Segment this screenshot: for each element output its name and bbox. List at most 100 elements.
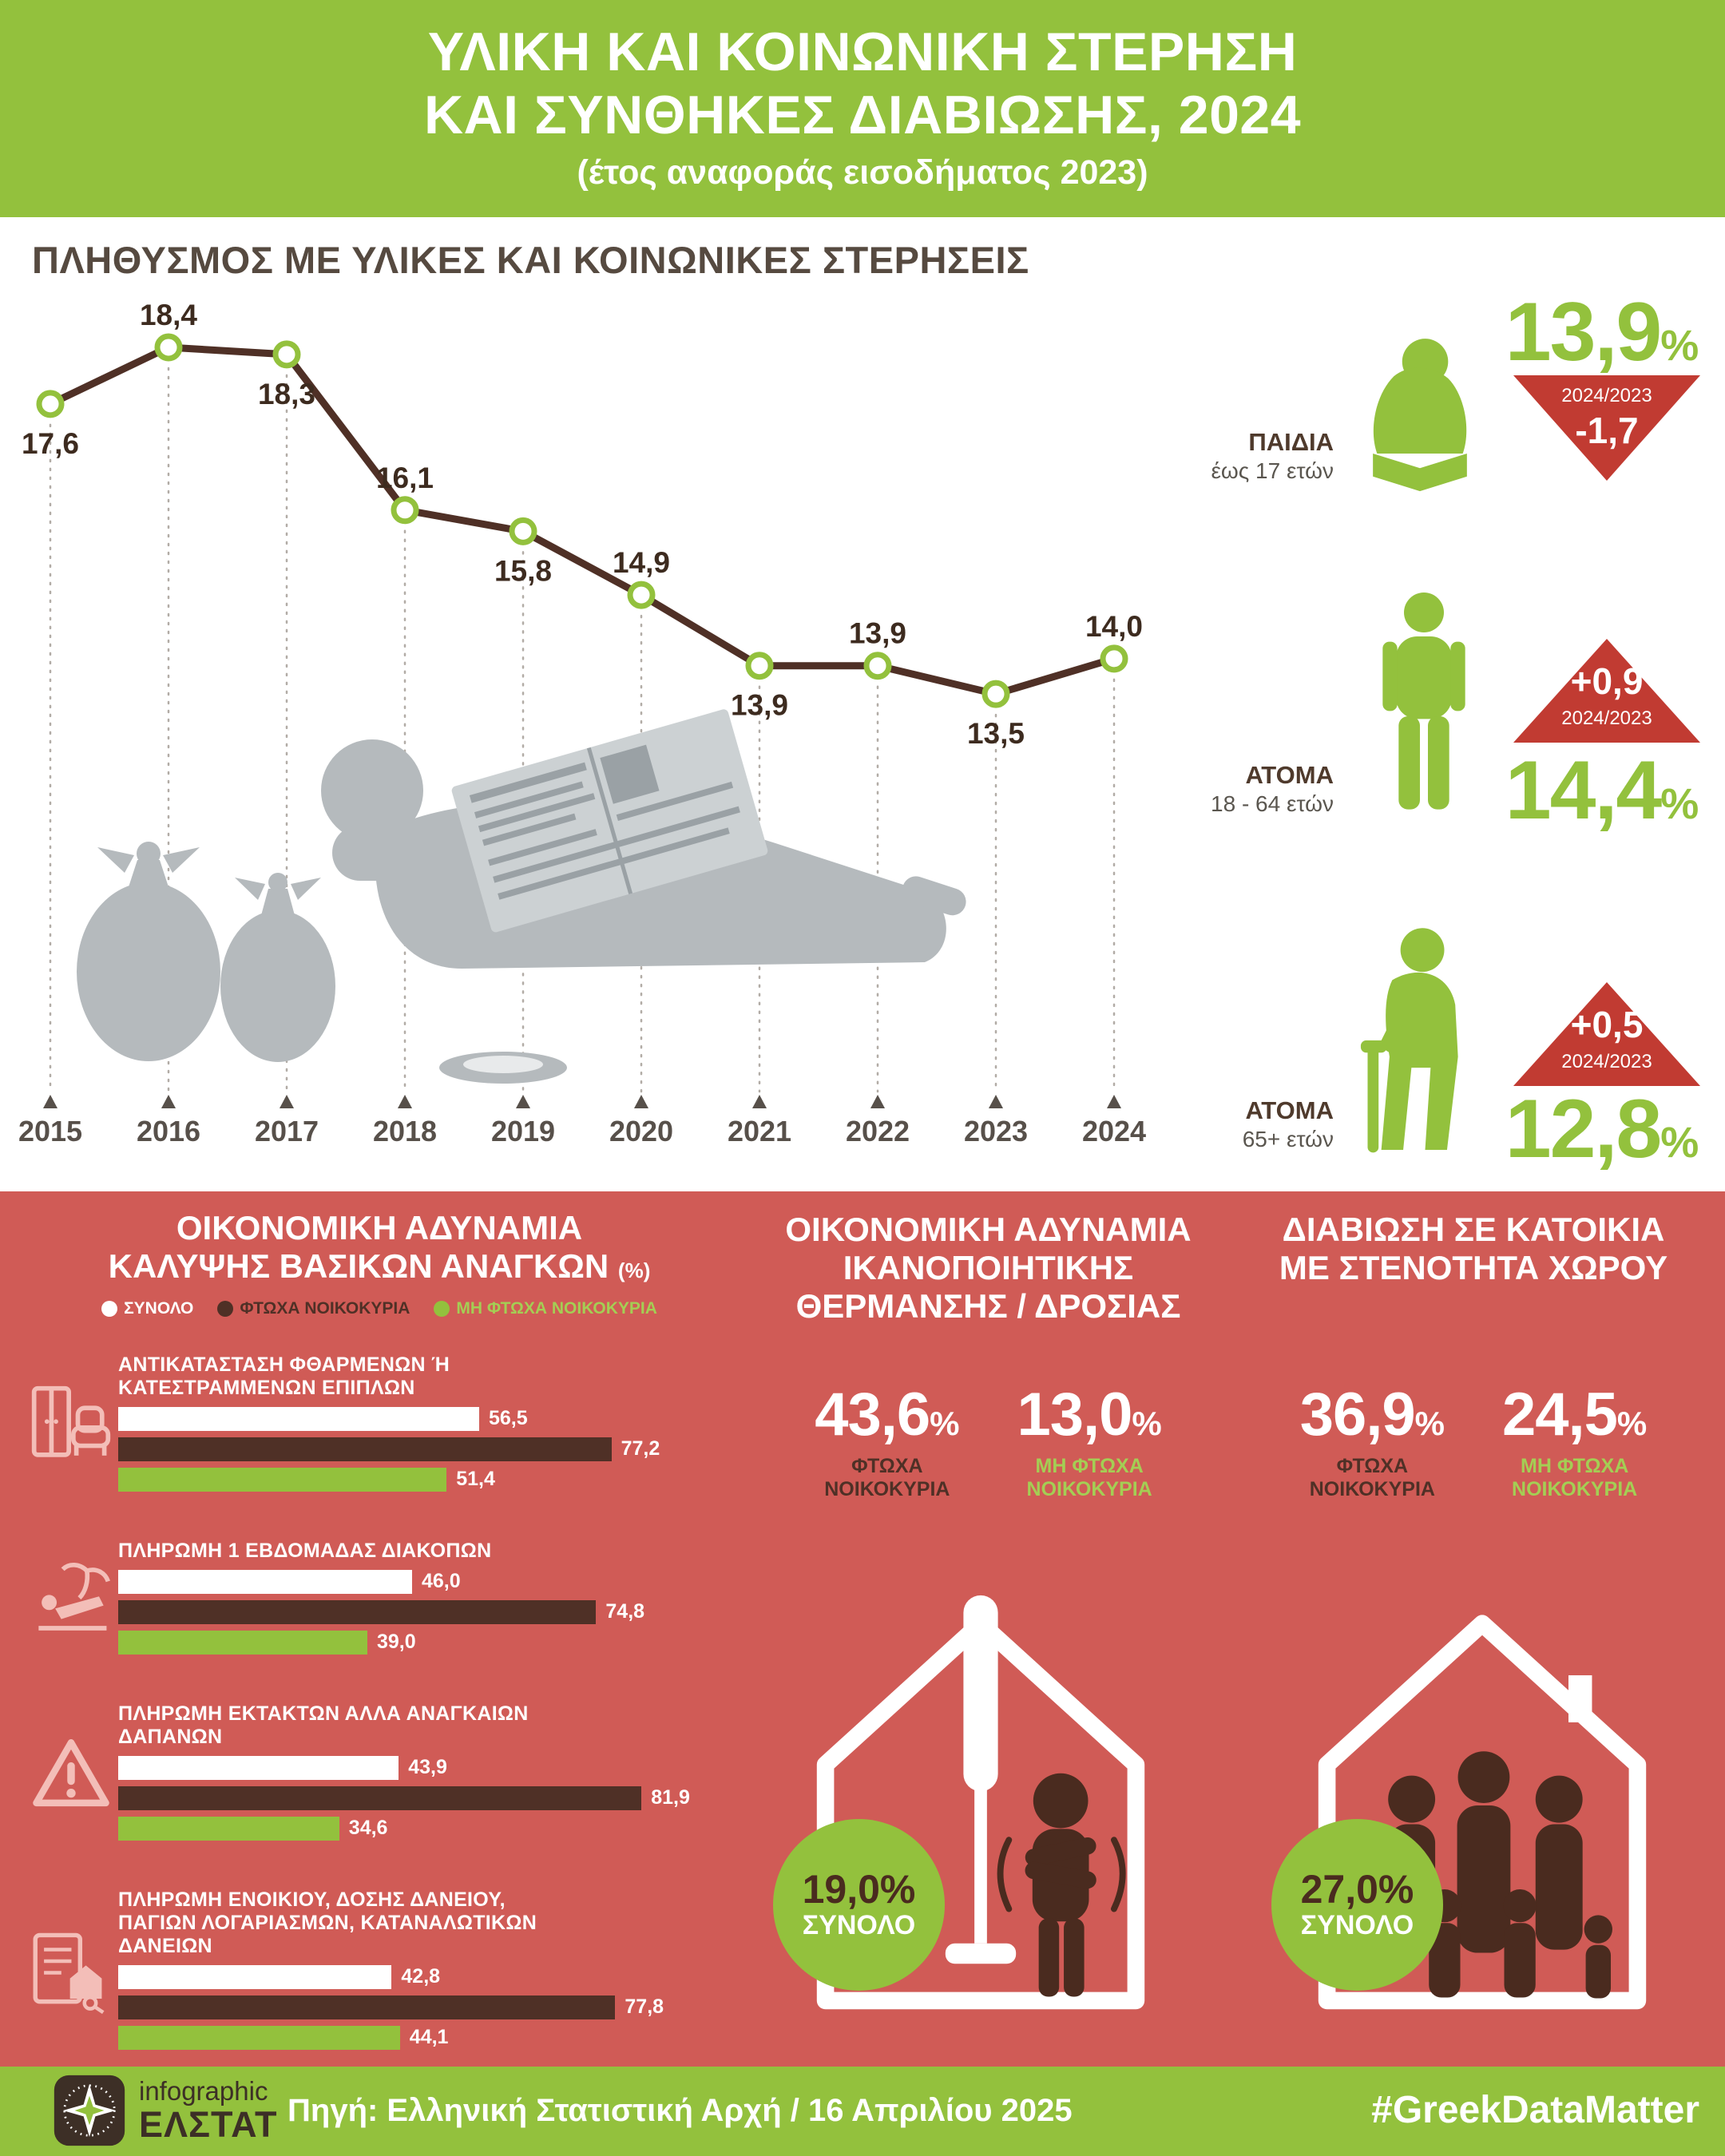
bar-value: 43,9 [408,1756,447,1779]
svg-text:13,9: 13,9 [849,617,906,650]
child-reading-icon [1352,329,1488,497]
bar-row-bar-poor: 74,8 [118,1599,735,1624]
overcrowding-stats: 36,9% ΦΤΩΧΑ ΝΟΙΚΟΚΥΡΙΑ 24,5% ΜΗ ΦΤΩΧΑ ΝΟΙΚ… [1234,1385,1713,1501]
header: ΥΛΙΚΗ ΚΑΙ ΚΟΙΝΩΝΙΚΗ ΣΤΕΡΗΣΗ ΚΑΙ ΣΥΝΘΗΚΕΣ… [0,0,1725,217]
bar-group-unexpected: ΠΛΗΡΩΜΗ ΕΚΤΑΚΤΩΝ ΑΛΛΑ ΑΝΑΓΚΑΙΩΝ ΔΑΠΑΝΩΝ … [24,1702,735,1847]
adults-label: ΑΤΟΜΑ 18 - 64 ετών [1211,761,1334,817]
adults-rate: 14,4% [1505,744,1699,837]
bar-row-bar-poor: 77,8 [118,1995,735,2019]
bar-total [118,1964,392,1989]
basic-needs-panel: ΟΙΚΟΝΟΜΙΚΗ ΑΔΥΝΑΜΙΑ ΚΑΛΥΨΗΣ ΒΑΣΙΚΩΝ ΑΝΑΓ… [24,1209,735,2098]
bar-row-bar-non: 34,6 [118,1816,735,1841]
elstat-logo: infographic ΕΛΣΤΑΤ [53,2074,277,2147]
chart-line-and-markers: 17,6 18,4 18,3 16,1 15,8 14,9 13,9 13,9 13,5 14,0 [22,299,1143,750]
bar-row-bar-total: 56,5 [118,1406,735,1431]
legend-poor: ΦΤΩΧΑ ΝΟΙΚΟΚΥΡΙΑ [217,1299,410,1318]
bar-value: 56,5 [489,1407,528,1430]
bars-vacation: 46,0 74,8 39,0 [118,1569,735,1655]
page-title-line1: ΥΛΙΚΗ ΚΑΙ ΚΟΙΝΩΝΙΚΗ ΣΤΕΡΗΣΗ [427,22,1298,82]
svg-text:2022: 2022 [846,1115,910,1147]
bar-non [118,2025,400,2050]
bar-group-vacation: ΠΛΗΡΩΜΗ 1 ΕΒΔΟΜΑΔΑΣ ΔΙΑΚΟΠΩΝ 46,0 74,8 39,… [24,1540,735,1661]
adults-change-triangle: +0,9 2024/2023 [1513,639,1700,743]
source-text: Πηγή: Ελληνική Στατιστική Αρχή / 16 Απρι… [288,2093,1073,2128]
bar-poor [118,1785,642,1810]
elstat-badge-icon [54,2075,125,2146]
heating-title: ΟΙΚΟΝΟΜΙΚΗ ΑΔΥΝΑΜΙΑ ΙΚΑΝΟΠΟΙΗΤΙΚΗΣ ΘΕΡΜΑ… [785,1211,1192,1325]
svg-text:18,4: 18,4 [140,299,197,331]
page-title-line2: ΚΑΙ ΣΥΝΘΗΚΕΣ ΔΙΑΒΙΩΣΗΣ, 2024 [423,84,1302,145]
elderly-label: ΑΤΟΜΑ 65+ ετών [1242,1096,1334,1152]
bar-value: 77,8 [625,1995,664,2019]
heating-nonpoor-stat: 13,0% ΜΗ ΦΤΩΧΑ ΝΟΙΚΟΚΥΡΙΑ [1017,1381,1162,1500]
elderly-cane-icon [1338,920,1493,1159]
homeless-illustration [77,709,966,1084]
children-change-triangle: 2024/2023 -1,7 [1513,375,1700,481]
bar-row-bar-total: 42,8 [118,1964,735,1989]
bar-row-bar-non: 51,4 [118,1467,735,1492]
legend-total: ΣΥΝΟΛΟ [101,1299,193,1318]
bar-row-bar-non: 44,1 [118,2025,735,2050]
elderly-rate: 12,8% [1505,1083,1699,1175]
svg-text:16,1: 16,1 [376,462,434,494]
svg-text:18,3: 18,3 [258,378,315,410]
svg-text:14,9: 14,9 [613,546,670,579]
trend-line-chart: 2015 2016 2017 2018 2019 2020 2021 2022 2023 2024 [18,299,1146,1147]
bar-row-bar-poor: 77,2 [118,1437,735,1461]
svg-text:13,9: 13,9 [731,689,788,722]
overcrowding-poor-stat: 36,9% ΦΤΩΧΑ ΝΟΙΚΟΚΥΡΙΑ [1299,1381,1445,1500]
bars-unexpected: 43,9 81,9 34,6 [118,1755,735,1841]
legend-nonpoor: ΜΗ ΦΤΩΧΑ ΝΟΙΚΟΚΥΡΙΑ [434,1299,657,1318]
bar-legend: ΣΥΝΟΛΟ ΦΤΩΧΑ ΝΟΙΚΟΚΥΡΙΑ ΜΗ ΦΤΩΧΑ ΝΟΙΚΟΚΥ… [24,1299,735,1318]
bar-value: 51,4 [456,1468,495,1491]
svg-text:15,8: 15,8 [494,554,552,587]
heating-poor-stat: 43,6% ΦΤΩΧΑ ΝΟΙΚΟΚΥΡΙΑ [815,1381,960,1500]
bars-furniture: 56,5 77,2 51,4 [118,1406,735,1492]
svg-text:17,6: 17,6 [22,427,79,460]
adult-standing-icon [1364,581,1484,827]
trend-chart-title: ΠΛΗΘΥΣΜΟΣ ΜΕ ΥΛΙΚΕΣ ΚΑΙ ΚΟΙΝΩΝΙΚΕΣ ΣΤΕΡΗ… [32,239,1029,281]
bar-value: 34,6 [348,1817,388,1840]
legend-dot-poor [217,1300,234,1317]
newspaper-illustration [451,709,768,933]
page-subtitle: (έτος αναφοράς εισοδήματος 2023) [577,153,1148,192]
legend-dot-nonpoor [434,1300,450,1317]
bar-row-bar-non: 39,0 [118,1630,735,1655]
svg-text:2016: 2016 [137,1115,200,1147]
footer: infographic ΕΛΣΤΑΤ Πηγή: Ελληνική Στατισ… [0,2067,1725,2156]
overcrowding-total-badge: 27,0% ΣΥΝΟΛΟ [1271,1819,1443,1991]
bar-total [118,1569,412,1594]
contract-home-key-icon [24,1931,118,2014]
svg-text:2023: 2023 [964,1115,1028,1147]
furniture-icon [24,1384,118,1467]
bar-groups: ΑΝΤΙΚΑΤΑΣΤΑΣΗ ΦΘΑΡΜΕΝΩΝ Ή ΚΑΤΕΣΤΡΑΜΜΕΝΩΝ… [24,1353,735,2056]
bar-poor [118,1599,597,1624]
heating-stats: 43,6% ΦΤΩΧΑ ΝΟΙΚΟΚΥΡΙΑ 13,0% ΜΗ ΦΤΩΧΑ ΝΟΙΚ… [743,1385,1234,1501]
warning-icon [24,1733,118,1816]
bar-non [118,1816,339,1841]
bar-value: 77,2 [621,1437,660,1460]
bar-value: 44,1 [409,2026,449,2049]
bar-group-rent: ΠΛΗΡΩΜΗ ΕΝΟΙΚΙΟΥ, ΔΟΣΗΣ ΔΑΝΕΙΟΥ, ΠΑΓΙΩΝ … [24,1888,735,2056]
basic-needs-title: ΟΙΚΟΝΟΜΙΚΗ ΑΔΥΝΑΜΙΑ ΚΑΛΥΨΗΣ ΒΑΣΙΚΩΝ ΑΝΑΓ… [108,1209,651,1286]
bar-poor [118,1995,616,2019]
children-rate: 13,9% [1505,286,1699,378]
svg-text:2015: 2015 [18,1115,82,1147]
svg-text:2024: 2024 [1082,1115,1146,1147]
bar-row-bar-total: 46,0 [118,1569,735,1594]
svg-text:2018: 2018 [373,1115,437,1147]
bar-non [118,1630,367,1655]
deprivation-details-section: ΟΙΚΟΝΟΜΙΚΗ ΑΔΥΝΑΜΙΑ ΚΑΛΥΨΗΣ ΒΑΣΙΚΩΝ ΑΝΑΓ… [0,1191,1725,2067]
hashtag-text: #GreekDataMatter [1371,2089,1699,2131]
chart-droplines: 2015 2016 2017 2018 2019 2020 2021 2022 2023 2024 [18,367,1146,1147]
bar-poor [118,1437,612,1461]
bar-value: 39,0 [377,1631,416,1654]
crowded-house-icon [1310,1587,1655,2022]
bar-total [118,1755,399,1780]
svg-text:2020: 2020 [609,1115,673,1147]
legend-dot-total [101,1300,118,1317]
vacation-icon [24,1559,118,1642]
elderly-change-triangle: +0,5 2024/2023 [1513,982,1700,1086]
bar-row-bar-poor: 81,9 [118,1785,735,1810]
